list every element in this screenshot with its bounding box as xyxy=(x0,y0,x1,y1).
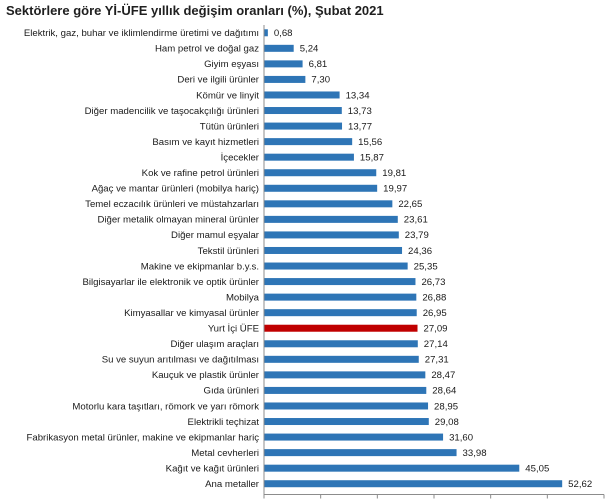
value-label-3: 7,30 xyxy=(311,75,330,86)
value-label-26: 31,60 xyxy=(449,432,473,443)
bar-8 xyxy=(264,153,354,161)
category-label-6: Tütün ürünleri xyxy=(200,121,259,132)
category-label-23: Gıda ürünleri xyxy=(204,386,259,397)
value-label-25: 29,08 xyxy=(435,417,459,428)
category-label-16: Bilgisayarlar ile elektronik ve optik ür… xyxy=(83,277,260,288)
category-label-20: Diğer ulaşım araçları xyxy=(170,339,259,350)
value-label-24: 28,95 xyxy=(434,401,458,412)
category-label-3: Deri ve ilgili ürünler xyxy=(177,75,259,86)
category-label-26: Fabrikasyon metal ürünler, makine ve eki… xyxy=(27,432,260,443)
bar-15 xyxy=(264,262,408,270)
category-label-28: Kağıt ve kağıt ürünleri xyxy=(166,463,259,474)
bar-19 xyxy=(264,324,418,332)
value-label-27: 33,98 xyxy=(463,448,487,459)
category-label-25: Elektrikli teçhizat xyxy=(188,417,260,428)
value-label-21: 27,31 xyxy=(425,355,449,366)
x-axis: 0102030405060 xyxy=(263,25,605,499)
category-label-2: Giyim eşyası xyxy=(204,59,259,70)
value-label-19: 27,09 xyxy=(424,324,448,335)
category-label-7: Basım ve kayıt hizmetleri xyxy=(152,137,259,148)
value-label-5: 13,73 xyxy=(348,106,372,117)
category-label-12: Diğer metalik olmayan mineral ürünler xyxy=(97,215,259,226)
bars-group xyxy=(264,29,563,488)
value-label-20: 27,14 xyxy=(424,339,449,350)
value-label-4: 13,34 xyxy=(346,90,371,101)
value-label-13: 23,79 xyxy=(405,230,429,241)
category-label-4: Kömür ve linyit xyxy=(196,90,259,101)
category-label-15: Makine ve ekipmanlar b.y.s. xyxy=(141,261,259,272)
bar-1 xyxy=(264,44,294,52)
bar-14 xyxy=(264,246,403,254)
category-label-0: Elektrik, gaz, buhar ve iklimlendirme ür… xyxy=(24,28,259,39)
category-label-9: Kok ve rafine petrol ürünleri xyxy=(142,168,259,179)
value-label-0: 0,68 xyxy=(274,28,293,39)
value-label-23: 28,64 xyxy=(432,386,457,397)
bar-12 xyxy=(264,215,398,223)
bar-20 xyxy=(264,340,418,348)
category-label-29: Ana metaller xyxy=(205,479,260,490)
value-label-15: 25,35 xyxy=(414,261,438,272)
bar-28 xyxy=(264,464,520,472)
category-label-19: Yurt İçi ÜFE xyxy=(208,324,259,335)
bar-0 xyxy=(264,29,268,37)
category-label-24: Motorlu kara taşıtları, römork ve yarı r… xyxy=(72,401,259,412)
value-label-18: 26,95 xyxy=(423,308,447,319)
bar-16 xyxy=(264,278,416,286)
category-label-18: Kimyasallar ve kimyasal ürünler xyxy=(124,308,260,319)
value-label-7: 15,56 xyxy=(358,137,382,148)
chart-title: Sektörlere göre Yİ-ÜFE yıllık değişim or… xyxy=(6,3,384,18)
value-label-11: 22,65 xyxy=(398,199,422,210)
category-label-17: Mobilya xyxy=(226,292,260,303)
category-label-11: Temel eczacılık ürünleri ve müstahzarlar… xyxy=(85,199,259,210)
bar-5 xyxy=(264,107,342,115)
category-label-27: Metal cevherleri xyxy=(191,448,259,459)
bar-25 xyxy=(264,418,429,426)
bar-22 xyxy=(264,371,426,379)
bar-2 xyxy=(264,60,303,68)
category-label-1: Ham petrol ve doğal gaz xyxy=(155,44,259,55)
bar-29 xyxy=(264,480,563,488)
bar-10 xyxy=(264,184,378,192)
value-label-22: 28,47 xyxy=(431,370,455,381)
category-label-14: Tekstil ürünleri xyxy=(198,246,259,257)
category-label-22: Kauçuk ve plastik ürünler xyxy=(152,370,260,381)
bar-13 xyxy=(264,231,399,239)
bar-11 xyxy=(264,200,393,208)
value-label-10: 19,97 xyxy=(383,184,407,195)
value-label-12: 23,61 xyxy=(404,215,428,226)
value-label-14: 24,36 xyxy=(408,246,432,257)
bar-9 xyxy=(264,169,377,177)
bar-21 xyxy=(264,355,419,363)
category-label-13: Diğer mamul eşyalar xyxy=(171,230,260,241)
category-labels-group: Elektrik, gaz, buhar ve iklimlendirme ür… xyxy=(24,28,260,490)
value-label-9: 19,81 xyxy=(382,168,406,179)
category-label-5: Diğer madencilik ve taşocakçılığı ürünle… xyxy=(85,106,259,117)
value-label-16: 26,73 xyxy=(421,277,445,288)
value-label-17: 26,88 xyxy=(422,292,446,303)
value-label-29: 52,62 xyxy=(568,479,592,490)
category-label-21: Su ve suyun arıtılması ve dağıtılması xyxy=(102,355,259,366)
bar-23 xyxy=(264,386,427,394)
bar-18 xyxy=(264,309,417,317)
bar-7 xyxy=(264,138,353,146)
bar-6 xyxy=(264,122,343,130)
value-label-2: 6,81 xyxy=(309,59,328,70)
bar-26 xyxy=(264,433,444,441)
category-label-8: İçecekler xyxy=(221,152,260,163)
value-labels-group: 0,68 5,24 6,81 7,30 13,34 13,73 13,77 15,56 15,8… xyxy=(274,28,592,490)
value-label-6: 13,77 xyxy=(348,121,372,132)
bar-4 xyxy=(264,91,340,99)
category-label-10: Ağaç ve mantar ürünleri (mobilya hariç) xyxy=(92,184,259,195)
bar-17 xyxy=(264,293,417,301)
value-label-28: 45,05 xyxy=(525,463,549,474)
bar-24 xyxy=(264,402,429,410)
value-label-1: 5,24 xyxy=(300,44,319,55)
bar-27 xyxy=(264,449,457,457)
bar-3 xyxy=(264,75,306,83)
value-label-8: 15,87 xyxy=(360,152,384,163)
